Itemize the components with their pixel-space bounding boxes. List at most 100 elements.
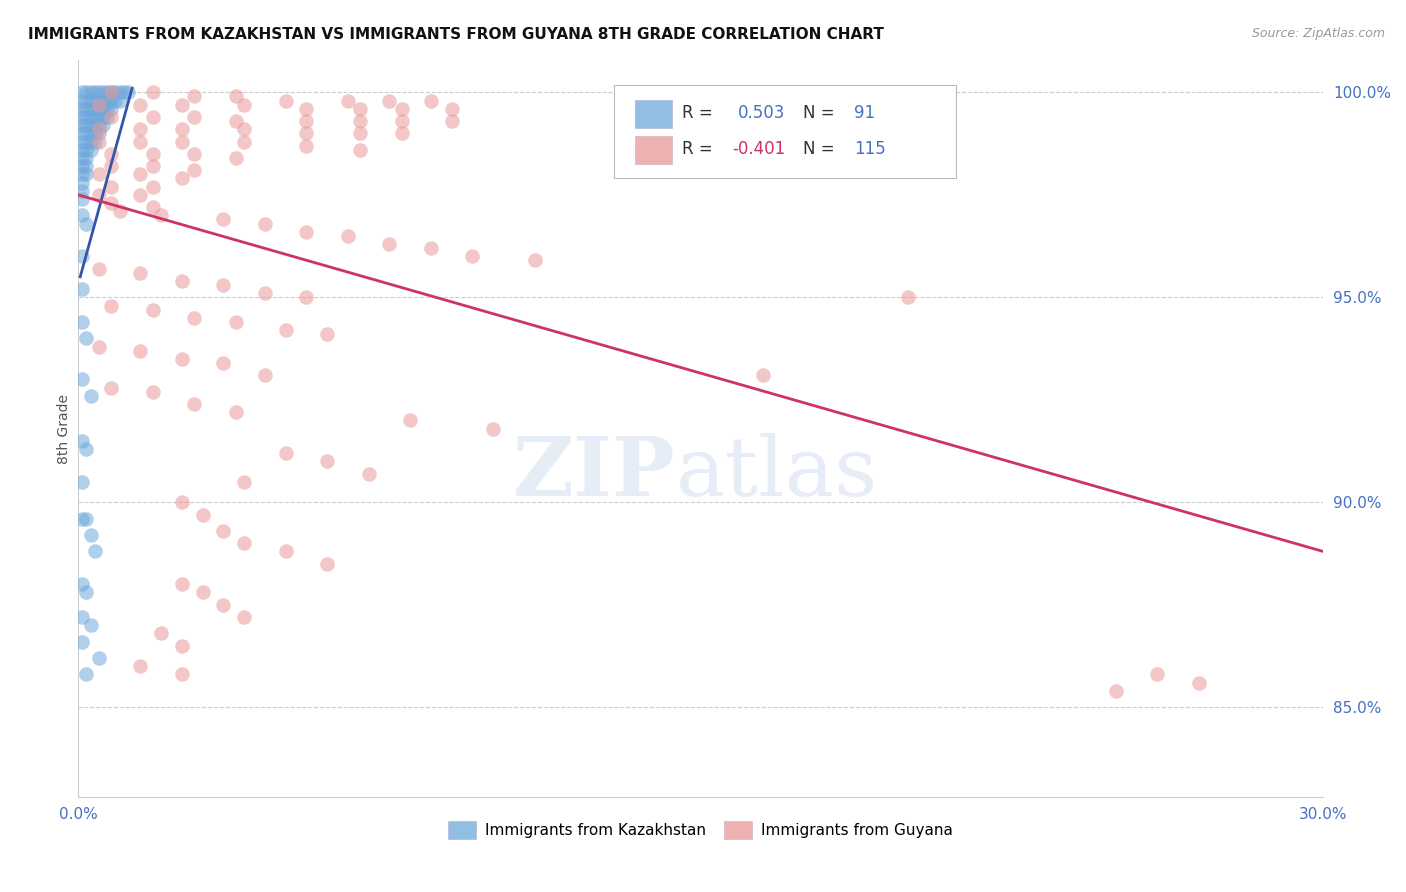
- Point: [316, 454, 339, 468]
- Point: [233, 475, 256, 489]
- Point: [72, 610, 94, 624]
- Point: [87, 651, 110, 665]
- Point: [91, 102, 114, 116]
- Point: [75, 151, 97, 165]
- Text: 91: 91: [853, 104, 875, 122]
- Point: [91, 118, 114, 132]
- Point: [897, 290, 920, 304]
- Text: N =: N =: [803, 104, 839, 122]
- Point: [461, 249, 484, 263]
- Point: [72, 184, 94, 198]
- Point: [170, 97, 193, 112]
- Point: [79, 94, 101, 108]
- Point: [100, 94, 122, 108]
- Text: R =: R =: [682, 104, 718, 122]
- Point: [83, 127, 105, 141]
- Point: [170, 171, 193, 186]
- Point: [100, 86, 122, 100]
- Point: [183, 310, 205, 325]
- Point: [75, 442, 97, 456]
- Point: [183, 89, 205, 103]
- Point: [72, 249, 94, 263]
- Point: [72, 208, 94, 222]
- Point: [129, 97, 152, 112]
- Point: [129, 266, 152, 280]
- Point: [72, 159, 94, 173]
- Point: [75, 127, 97, 141]
- Point: [419, 94, 441, 108]
- Point: [75, 102, 97, 116]
- Point: [87, 339, 110, 353]
- Point: [191, 585, 214, 599]
- Point: [91, 110, 114, 124]
- Point: [100, 196, 122, 211]
- Point: [96, 102, 118, 116]
- Point: [295, 138, 318, 153]
- Point: [75, 94, 97, 108]
- Point: [295, 290, 318, 304]
- Point: [129, 659, 152, 673]
- Point: [87, 122, 110, 136]
- Point: [142, 147, 165, 161]
- Point: [349, 143, 371, 157]
- Point: [100, 86, 122, 100]
- Text: N =: N =: [803, 140, 839, 158]
- Text: IMMIGRANTS FROM KAZAKHSTAN VS IMMIGRANTS FROM GUYANA 8TH GRADE CORRELATION CHART: IMMIGRANTS FROM KAZAKHSTAN VS IMMIGRANTS…: [28, 27, 884, 42]
- Point: [100, 159, 122, 173]
- Point: [142, 86, 165, 100]
- Point: [87, 110, 110, 124]
- Text: Source: ZipAtlas.com: Source: ZipAtlas.com: [1251, 27, 1385, 40]
- Point: [274, 94, 297, 108]
- Point: [83, 94, 105, 108]
- Point: [96, 94, 118, 108]
- Point: [72, 434, 94, 448]
- Point: [225, 151, 247, 165]
- Point: [72, 135, 94, 149]
- Bar: [634, 100, 672, 128]
- Point: [72, 282, 94, 296]
- Point: [75, 143, 97, 157]
- Point: [142, 179, 165, 194]
- Point: [399, 413, 422, 427]
- Text: 115: 115: [853, 140, 886, 158]
- Point: [100, 102, 122, 116]
- Point: [482, 421, 505, 435]
- Point: [295, 102, 318, 116]
- Point: [142, 200, 165, 214]
- Point: [233, 135, 256, 149]
- Point: [100, 110, 122, 124]
- Point: [274, 544, 297, 558]
- Point: [191, 508, 214, 522]
- Point: [225, 315, 247, 329]
- Point: [1188, 675, 1211, 690]
- Point: [108, 86, 131, 100]
- Point: [212, 598, 235, 612]
- Point: [212, 356, 235, 370]
- Text: atlas: atlas: [676, 433, 877, 513]
- Point: [100, 299, 122, 313]
- Point: [87, 94, 110, 108]
- Point: [75, 585, 97, 599]
- Point: [349, 127, 371, 141]
- Point: [212, 524, 235, 538]
- Point: [170, 122, 193, 136]
- Point: [72, 512, 94, 526]
- Point: [170, 274, 193, 288]
- Point: [104, 86, 127, 100]
- Point: [91, 86, 114, 100]
- Point: [349, 114, 371, 128]
- Point: [96, 86, 118, 100]
- Point: [150, 626, 173, 640]
- Point: [83, 544, 105, 558]
- Point: [72, 86, 94, 100]
- Point: [391, 127, 413, 141]
- Point: [75, 217, 97, 231]
- Point: [212, 212, 235, 227]
- Point: [87, 118, 110, 132]
- Point: [357, 467, 380, 481]
- Text: 0.503: 0.503: [738, 104, 786, 122]
- Point: [225, 405, 247, 419]
- Point: [170, 667, 193, 681]
- Point: [79, 127, 101, 141]
- Point: [79, 618, 101, 632]
